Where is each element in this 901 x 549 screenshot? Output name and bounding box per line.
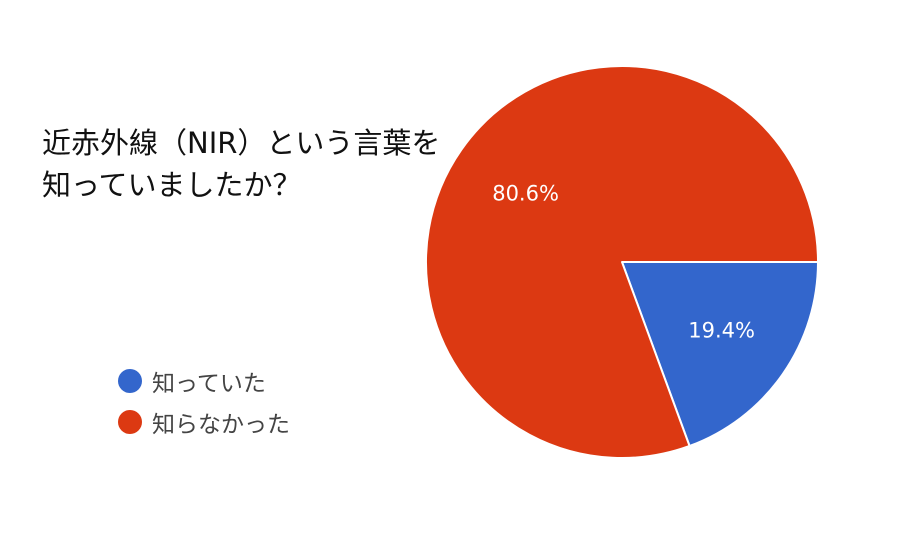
- legend-swatch-knew: [118, 369, 142, 393]
- legend: 知っていた 知らなかった: [118, 362, 290, 444]
- chart-title-line-2: 知っていましたか？: [42, 168, 302, 202]
- data-label-knew: 19.4%: [688, 319, 755, 343]
- legend-label-did-not-know: 知らなかった: [152, 412, 290, 438]
- data-label-did-not-know: 80.6%: [492, 182, 559, 206]
- chart-title: 近赤外線（NIR）という言葉を 知っていましたか？: [42, 122, 462, 206]
- legend-label-knew: 知っていた: [152, 371, 266, 397]
- legend-swatch-did-not-know: [118, 410, 142, 434]
- pie-data-labels: 19.4% 80.6%: [492, 182, 755, 343]
- legend-item-knew: 知っていた: [118, 362, 290, 400]
- slice-did-not-know: [425, 65, 819, 459]
- slice-knew: [621, 261, 819, 447]
- pie-slices: [425, 65, 819, 459]
- legend-item-did-not-know: 知らなかった: [118, 403, 290, 441]
- chart-title-line-1: 近赤外線（NIR）という言葉を: [42, 126, 441, 160]
